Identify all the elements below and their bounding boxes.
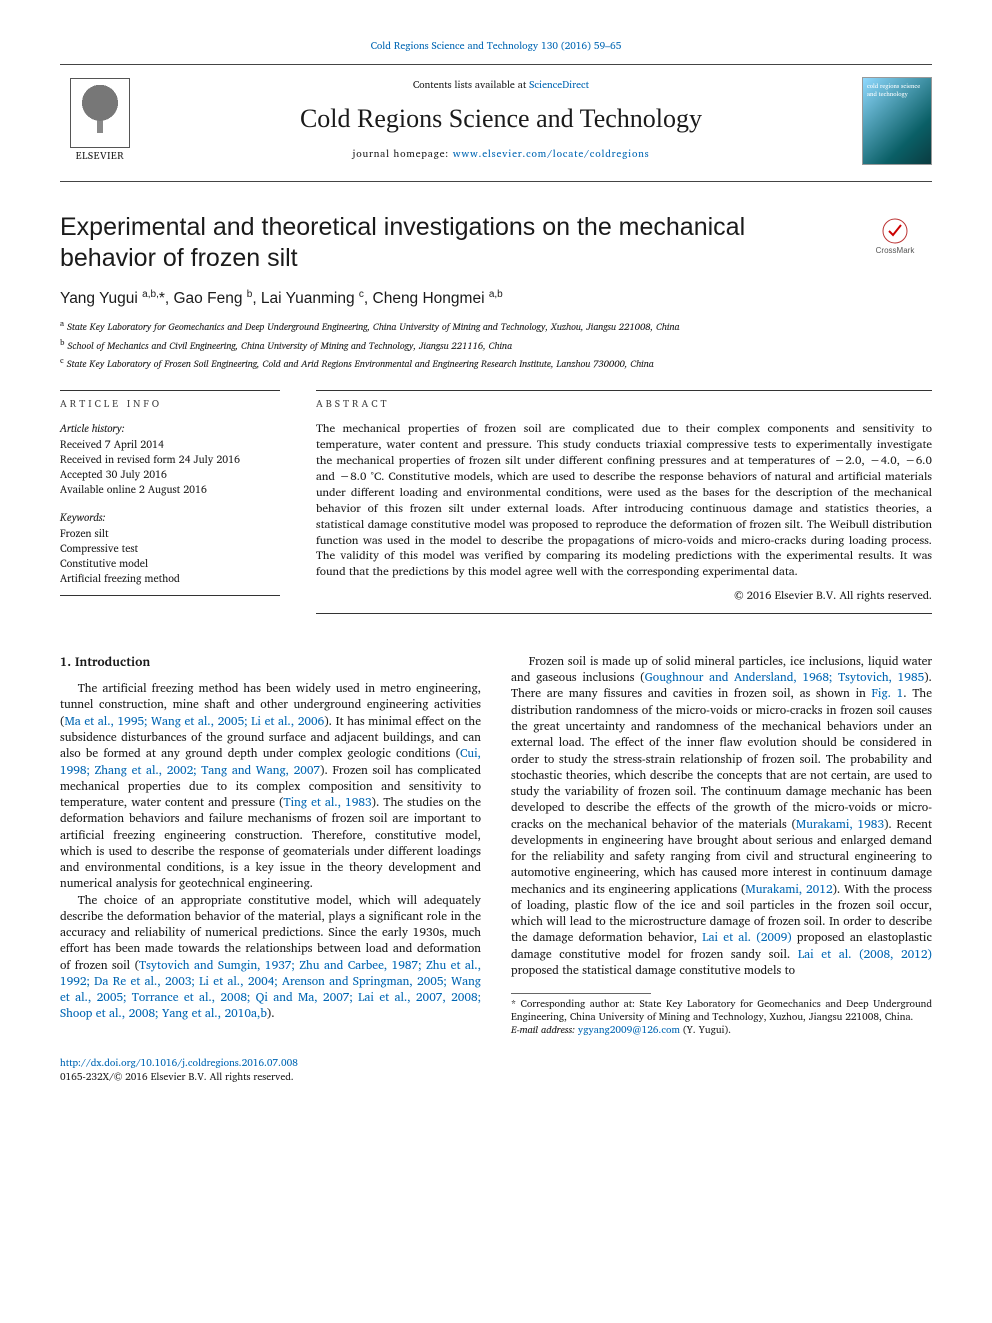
homepage-prefix: journal homepage: [353,146,453,162]
body-columns: 1. Introduction The artificial freezing … [60,654,932,1037]
article-info-rule [60,390,280,391]
affiliation-a: aState Key Laboratory for Geomechanics a… [60,318,932,335]
meta-row: article info Article history: Received 7… [60,390,932,614]
date-received: Received 7 April 2014 [60,437,280,451]
keyword: Frozen silt [60,526,280,540]
email-tail: (Y. Yugui). [680,1022,731,1038]
abstract-col: abstract The mechanical properties of fr… [316,390,932,614]
email-label: E-mail address: [511,1022,578,1038]
header-rule-top [60,64,932,65]
abstract-heading: abstract [316,398,932,412]
paper-title-text: Experimental and theoretical investigati… [60,213,745,272]
homepage-line: journal homepage: www.elsevier.com/locat… [140,148,862,162]
crossmark-badge[interactable]: CrossMark [858,218,932,256]
journal-header: ELSEVIER Contents lists available at Sci… [60,73,932,175]
email-link[interactable]: ygyang2009@126.com [578,1022,680,1038]
abstract-copyright: © 2016 Elsevier B.V. All rights reserved… [316,588,932,603]
contents-prefix: Contents lists available at [413,77,529,93]
abstract-body: The mechanical properties of frozen soil… [316,421,932,580]
date-accepted: Accepted 30 July 2016 [60,467,280,481]
body-text: . The distribution randomness of the mic… [511,684,932,833]
affiliation-c: cState Key Laboratory of Frozen Soil Eng… [60,355,932,372]
homepage-link[interactable]: www.elsevier.com/locate/coldregions [453,146,650,162]
abstract-rule [316,390,932,391]
author-list: Yang Yugui a,b,*, Gao Feng b, Lai Yuanmi… [60,288,932,310]
article-info-rule-b [60,595,280,596]
keywords-head: Keywords: [60,510,280,524]
email-footnote: E-mail address: ygyang2009@126.com (Y. Y… [511,1024,932,1037]
body-paragraph: The artificial freezing method has been … [60,681,481,892]
section-1-heading: 1. Introduction [60,654,481,671]
journal-id-block: Contents lists available at ScienceDirec… [140,79,862,161]
date-online: Available online 2 August 2016 [60,482,280,496]
sciencedirect-link[interactable]: ScienceDirect [529,77,589,93]
journal-issue-line[interactable]: Cold Regions Science and Technology 130 … [60,40,932,54]
footnote-text: * Corresponding author at: State Key Lab… [511,996,932,1025]
publisher-name: ELSEVIER [60,150,140,164]
date-revised: Received in revised form 24 July 2016 [60,452,280,466]
body-paragraph: Frozen soil is made up of solid mineral … [511,654,932,979]
publisher-logo-block: ELSEVIER [60,78,140,164]
keyword: Constitutive model [60,556,280,570]
keyword: Artificial freezing method [60,571,280,585]
journal-cover-thumb: cold regions science and technology [862,77,932,165]
cover-thumb-text: cold regions science and technology [867,81,920,99]
abstract-rule-b [316,613,932,614]
issn-copyright: 0165-232X/© 2016 Elsevier B.V. All right… [60,1071,932,1085]
journal-title: Cold Regions Science and Technology [140,101,862,136]
keyword: Compressive test [60,541,280,555]
affiliation-b: bSchool of Mechanics and Civil Engineeri… [60,337,932,354]
body-text: ). [267,1004,275,1023]
page-footer: http://dx.doi.org/10.1016/j.coldregions.… [60,1057,932,1084]
paper-title: Experimental and theoretical investigati… [60,212,932,275]
affiliation-block: aState Key Laboratory for Geomechanics a… [60,318,932,372]
citation-link[interactable]: Lai et al. (2008, 2012) [798,945,932,964]
body-paragraph: The choice of an appropriate constitutiv… [60,893,481,1023]
header-rule-bottom [60,181,932,182]
history-head: Article history: [60,421,280,435]
body-text: proposed the statistical damage constitu… [511,961,795,980]
crossmark-icon [882,218,908,244]
article-info-col: article info Article history: Received 7… [60,390,280,614]
footnote-rule [511,993,651,994]
crossmark-label: CrossMark [876,246,915,255]
contents-line: Contents lists available at ScienceDirec… [140,79,862,93]
elsevier-tree-icon [70,78,130,148]
article-info-heading: article info [60,398,280,412]
corresponding-footnote: * Corresponding author at: State Key Lab… [511,998,932,1024]
